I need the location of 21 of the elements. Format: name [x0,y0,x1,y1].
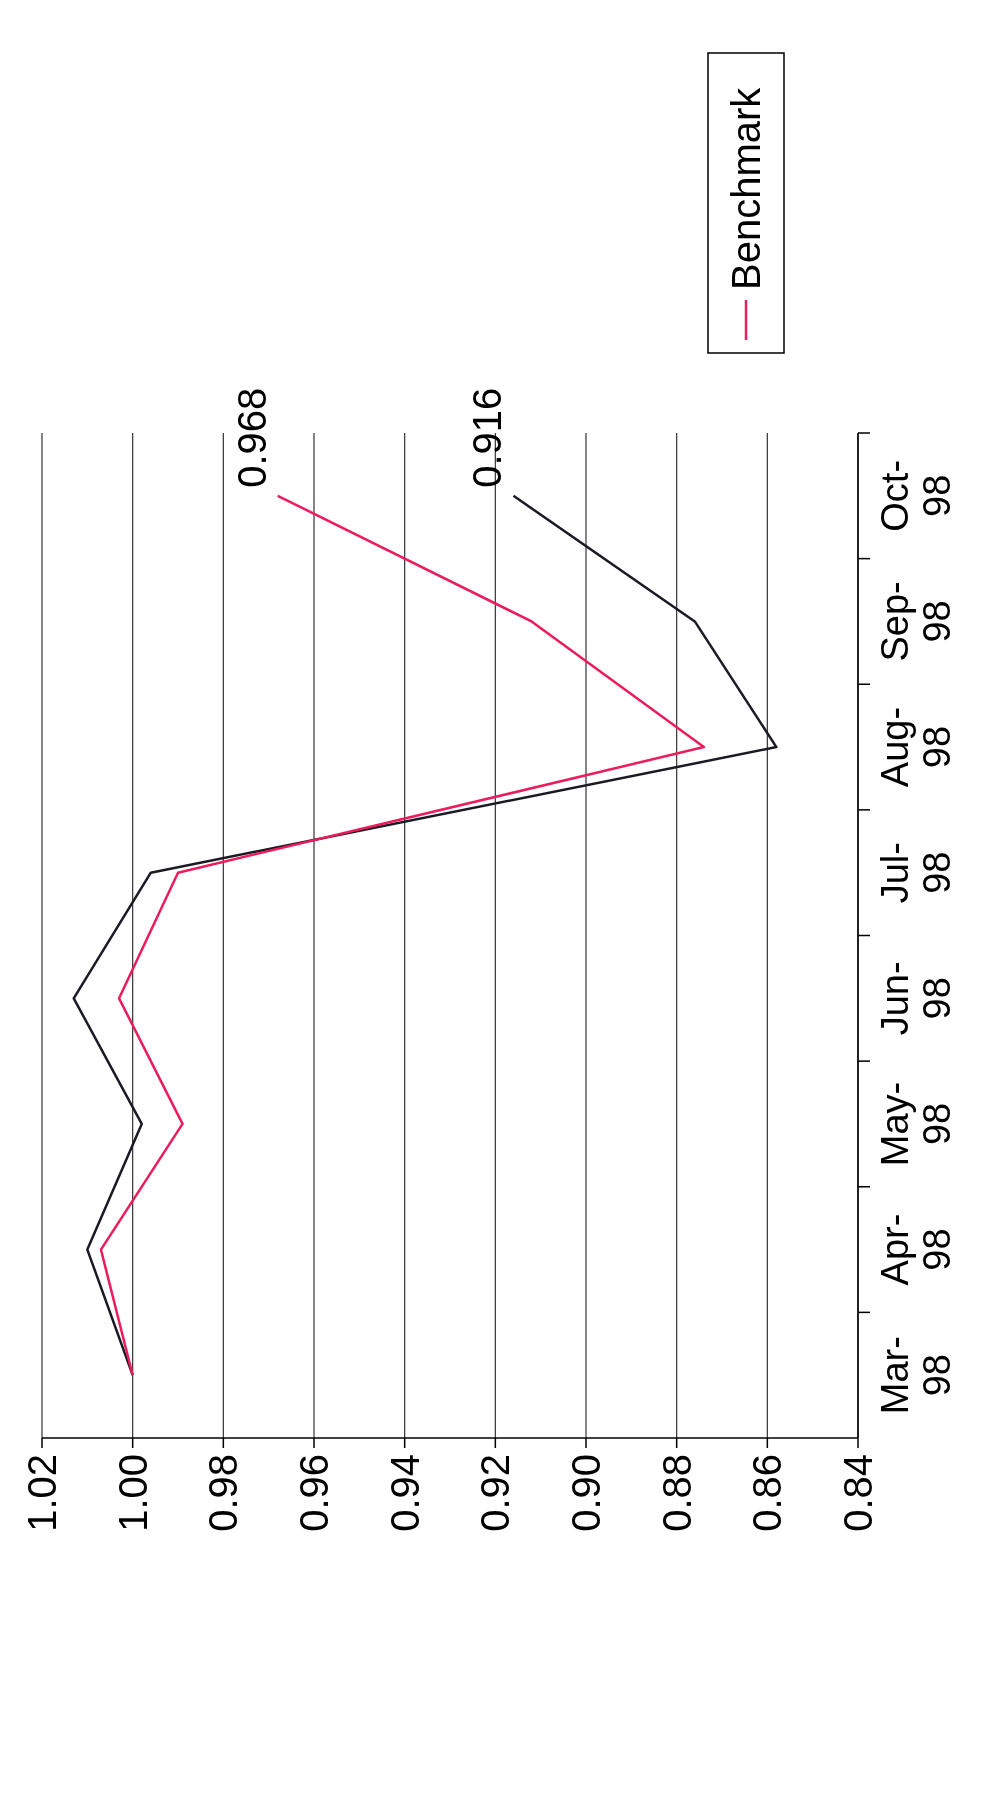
x-tick-label: 0.86 [745,1454,790,1532]
x-tick-label: 0.84 [836,1454,880,1532]
x-tick-label: 1.00 [110,1454,155,1532]
x-tick-label: 0.98 [201,1454,246,1532]
x-tick-label: 0.90 [564,1454,608,1532]
y-tick-label: Oct-98 [874,459,958,532]
x-tick-label: 0.94 [382,1454,427,1532]
x-tick-label: 1.02 [20,1454,64,1532]
y-tick-label: Jul-98 [874,842,958,904]
y-tick-label: Aug-98 [874,706,958,788]
y-tick-label: Jun-98 [874,961,958,1036]
y-tick-label: Mar-98 [874,1336,958,1415]
data-label: 0.968 [229,387,274,488]
y-tick-label: May-98 [874,1081,958,1167]
x-tick-label: 0.88 [654,1454,699,1532]
y-tick-label: Apr-98 [874,1213,958,1286]
y-tick-label: Sep-98 [874,581,958,662]
x-tick-label: 0.92 [473,1454,518,1532]
x-tick-label: 0.96 [292,1454,336,1532]
data-label: 0.916 [465,387,510,488]
text: Benchmark [724,86,768,290]
